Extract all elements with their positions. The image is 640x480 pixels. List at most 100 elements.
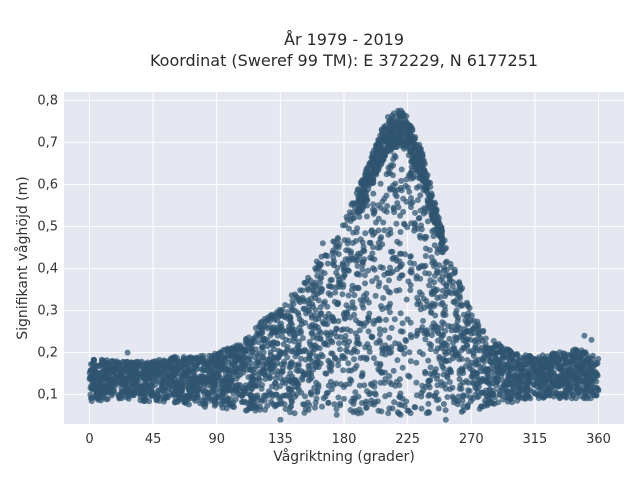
data-point	[211, 402, 218, 409]
data-point	[500, 396, 507, 403]
data-point	[362, 400, 369, 407]
data-point	[587, 365, 594, 372]
data-point	[136, 362, 143, 369]
data-point	[375, 161, 381, 168]
data-point	[327, 329, 334, 336]
data-point	[425, 400, 432, 407]
data-point	[346, 305, 352, 312]
data-point	[265, 388, 272, 395]
data-point	[423, 234, 430, 240]
data-point	[267, 349, 274, 356]
data-point	[183, 397, 189, 404]
data-point	[315, 354, 322, 361]
data-point	[280, 341, 287, 348]
data-point	[422, 253, 429, 259]
data-point	[439, 287, 446, 294]
data-point	[210, 384, 217, 391]
data-point	[469, 370, 476, 377]
data-point	[419, 176, 426, 183]
data-point	[349, 282, 356, 289]
data-point	[308, 370, 315, 377]
data-point	[370, 201, 377, 208]
data-point	[222, 364, 229, 371]
data-point	[256, 377, 263, 383]
data-point	[527, 377, 534, 384]
data-point	[527, 395, 534, 402]
data-point	[362, 280, 368, 287]
data-point	[519, 361, 526, 368]
data-point	[414, 197, 421, 204]
data-point	[417, 192, 424, 199]
data-point	[88, 394, 95, 401]
data-point	[581, 332, 588, 339]
data-point	[334, 264, 341, 271]
data-point	[447, 386, 453, 393]
data-point	[470, 352, 477, 359]
data-point	[420, 210, 427, 217]
data-point	[350, 215, 357, 222]
data-point	[308, 389, 314, 396]
data-point	[271, 314, 278, 321]
data-point	[161, 362, 168, 369]
data-point	[246, 356, 253, 363]
data-point	[230, 349, 237, 356]
data-point	[359, 239, 366, 246]
data-point	[366, 182, 373, 189]
data-point	[291, 410, 298, 417]
data-point	[490, 392, 496, 399]
data-point	[405, 372, 412, 379]
data-point	[588, 386, 595, 393]
data-point	[590, 392, 597, 399]
data-point	[345, 247, 352, 254]
data-point	[254, 397, 261, 404]
data-point	[398, 346, 404, 353]
data-point	[450, 395, 457, 402]
data-point	[515, 357, 522, 363]
x-tick-label: 315	[522, 432, 547, 447]
data-point	[397, 229, 404, 235]
x-tick-label: 225	[395, 432, 420, 447]
data-point	[426, 282, 433, 289]
data-point	[331, 401, 338, 408]
data-point	[171, 370, 178, 377]
data-point	[433, 230, 440, 236]
data-point	[434, 267, 441, 274]
data-point	[118, 390, 125, 397]
data-point	[252, 333, 259, 340]
data-point	[418, 405, 425, 412]
data-point	[552, 358, 559, 365]
data-point	[344, 240, 351, 247]
data-point	[299, 374, 306, 381]
data-point	[370, 190, 377, 197]
data-point	[260, 336, 267, 343]
data-point	[595, 355, 602, 362]
data-point	[288, 399, 295, 406]
data-point	[251, 366, 258, 373]
data-point	[581, 389, 588, 396]
data-point	[178, 373, 185, 380]
data-point	[453, 326, 460, 333]
data-point	[442, 416, 449, 423]
data-point	[330, 254, 337, 261]
data-point	[335, 318, 342, 325]
data-point	[282, 314, 288, 321]
data-point	[336, 340, 342, 347]
data-point	[523, 383, 530, 389]
data-point	[319, 403, 325, 410]
data-point	[314, 284, 321, 291]
data-point	[223, 397, 230, 404]
data-point	[543, 357, 550, 364]
data-point	[394, 186, 401, 193]
data-point	[365, 328, 372, 335]
data-point	[350, 200, 357, 207]
data-point	[570, 349, 577, 356]
data-point	[336, 241, 343, 248]
data-point	[405, 172, 412, 179]
data-point	[407, 259, 414, 266]
data-point	[394, 124, 401, 131]
data-point	[152, 363, 159, 370]
data-point	[440, 371, 447, 378]
data-point	[242, 361, 249, 368]
data-point	[540, 394, 547, 401]
data-point	[375, 215, 382, 222]
